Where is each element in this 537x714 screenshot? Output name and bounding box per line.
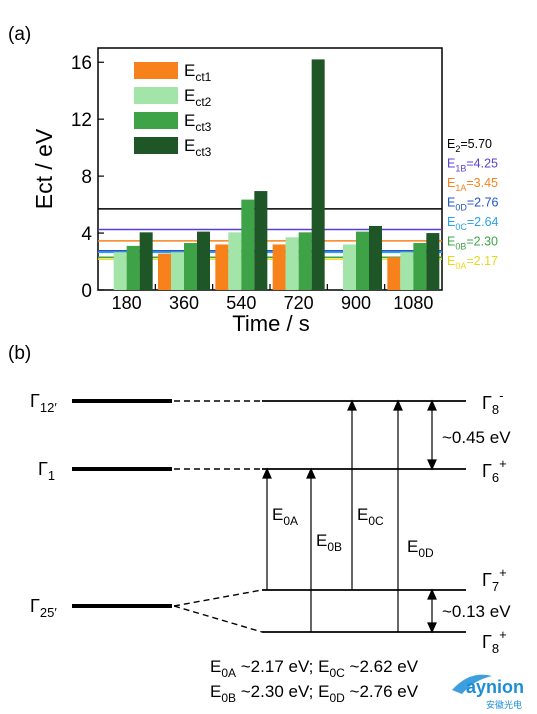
bar-series1-540 (215, 244, 229, 290)
bar-series3-1080 (413, 243, 427, 290)
legend-label-2: Ect2 (184, 86, 212, 109)
panel-a-label: (a) (8, 24, 31, 45)
x-ticks: 180 360 540 720 900 1080 (112, 284, 433, 313)
label-e0c: E0C (357, 505, 384, 528)
legend-swatch-4 (134, 137, 178, 154)
y-tick-label-8: 8 (81, 167, 92, 188)
reference-label-0c: E0C=2.64 (447, 215, 499, 232)
bar-series3-180 (126, 245, 140, 290)
bar-series3-360 (184, 243, 197, 290)
label-gamma-8plus: Γ8+ (482, 627, 507, 656)
y-tick-label-16: 16 (71, 53, 92, 74)
label-gamma-7plus: Γ7+ (482, 565, 507, 594)
split-arrow-lower-top (427, 588, 437, 600)
y-tick-label-0: 0 (81, 281, 92, 302)
summary-line-2: E0B ~2.30 eV; E0D ~2.76 eV (210, 682, 419, 705)
split-arrow-upper-top (427, 399, 437, 411)
splitting-lower: ~0.13 eV (442, 602, 511, 621)
y-tick-label-4: 4 (81, 224, 92, 245)
chart-a: 0 4 8 12 16 180 360 540 720 900 1080 Ect / eV Tim… (31, 47, 499, 336)
panel-b-label: (b) (8, 343, 31, 364)
reference-label-0b: E0B=2.30 (447, 235, 498, 252)
split-arrow-lower-bottom (427, 622, 437, 634)
reference-label-0d: E0D=2.76 (447, 196, 499, 213)
x-tick-label-180: 180 (112, 293, 142, 313)
watermark-logo: aynion 安徽光电 (452, 674, 524, 710)
legend-label-1: Ect1 (184, 61, 212, 84)
watermark-text: aynion (466, 677, 524, 697)
split-arrow-upper-bottom (427, 459, 437, 471)
y-ticks: 0 4 8 12 16 (71, 53, 104, 302)
legend-swatch-1 (134, 62, 178, 79)
reference-lines (98, 208, 442, 260)
bar-series1-1080 (387, 257, 401, 290)
arrow-e0d-head (393, 399, 403, 411)
bar-series4-180 (139, 232, 153, 290)
reference-label-1b: E1B=4.25 (447, 157, 498, 174)
bar-series4-360 (197, 231, 210, 290)
connector-25-to-7plus (173, 589, 263, 607)
legend-label-4: Ect3 (184, 136, 212, 159)
arrow-e0b-head (306, 467, 316, 479)
bar-series2-180 (113, 252, 127, 290)
band-diagram (72, 399, 466, 633)
arrow-e0c-head (347, 399, 357, 411)
label-gamma-8minus: Γ8- (482, 388, 504, 417)
arrow-e0a-head (262, 467, 272, 479)
transition-arrows (262, 399, 437, 634)
x-tick-label-540: 540 (226, 293, 256, 313)
bar-series4-540 (254, 191, 268, 290)
bar-series1-720 (272, 244, 286, 290)
legend-label-3: Ect3 (184, 111, 212, 134)
bar-series4-900 (369, 225, 382, 290)
x-tick-label-720: 720 (284, 293, 314, 313)
label-e0a: E0A (272, 505, 298, 528)
reference-label-2: E2=5.70 (447, 137, 492, 154)
y-tick-label-12: 12 (71, 110, 92, 131)
x-tick-label-900: 900 (341, 293, 371, 313)
label-gamma-12: Γ12′ (30, 391, 57, 415)
bar-series4-720 (311, 59, 325, 290)
connector-25-to-8plus (173, 605, 263, 633)
bar-series3-900 (356, 231, 369, 290)
legend-swatch-2 (134, 87, 178, 104)
watermark-subtext: 安徽光电 (486, 699, 522, 710)
label-e0b: E0B (316, 531, 342, 554)
bar-series4-1080 (426, 233, 440, 290)
legend-swatch-3 (134, 112, 178, 129)
bar-series3-540 (241, 199, 255, 290)
bar-series2-900 (343, 244, 356, 290)
reference-label-0a: E0A=2.17 (447, 254, 498, 271)
reference-line-labels: E2=5.70 E1B=4.25 E1A=3.45 E0D=2.76 E0C=2.64 E… (447, 137, 499, 271)
x-tick-label-360: 360 (169, 293, 199, 313)
bar-series2-540 (228, 232, 242, 290)
bar-series2-720 (285, 237, 299, 290)
bar-series1-360 (158, 253, 171, 290)
x-axis-label: Time / s (232, 311, 309, 336)
label-e0d: E0D (407, 537, 434, 560)
label-gamma-25: Γ25′ (30, 596, 57, 620)
label-gamma-6plus: Γ6+ (482, 456, 507, 485)
bar-series2-1080 (400, 252, 414, 290)
bar-series2-360 (171, 252, 184, 290)
bars (113, 59, 440, 290)
summary-line-1: E0A ~2.17 eV; E0C ~2.62 eV (210, 657, 419, 680)
splitting-upper: ~0.45 eV (442, 428, 511, 447)
reference-label-1a: E1A=3.45 (447, 176, 498, 193)
watermark-swoosh-icon (452, 674, 492, 694)
y-axis-label: Ect / eV (31, 128, 57, 209)
x-tick-label-1080: 1080 (393, 293, 433, 313)
bar-series3-720 (298, 232, 312, 290)
label-gamma-1: Γ1 (38, 459, 55, 483)
